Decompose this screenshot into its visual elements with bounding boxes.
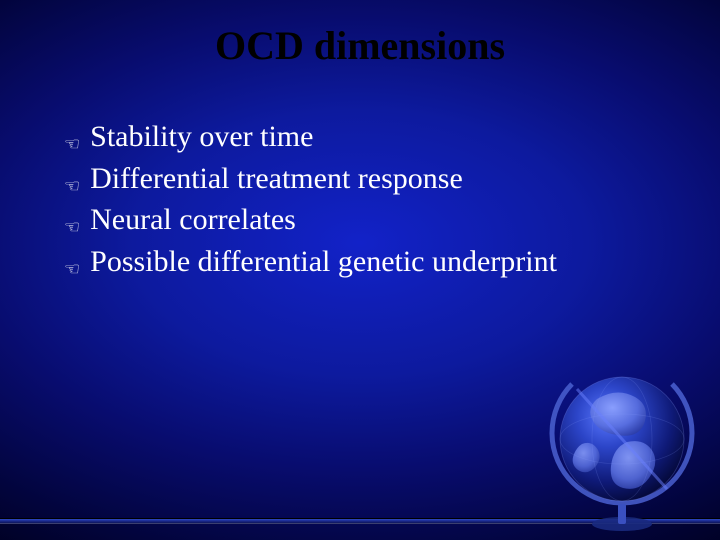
list-item: ☞ Possible differential genetic underpri… [64,243,680,281]
footer-divider [0,518,720,524]
pointing-hand-icon: ☞ [64,176,80,197]
pointing-hand-icon: ☞ [64,134,80,155]
list-item: ☞ Stability over time [64,118,680,156]
list-item: ☞ Differential treatment response [64,160,680,198]
bullet-text: Differential treatment response [90,160,463,198]
list-item: ☞ Neural correlates [64,201,680,239]
bullet-text: Possible differential genetic underprint [90,243,557,281]
pointing-hand-icon: ☞ [64,259,80,280]
bullet-text: Neural correlates [90,201,296,239]
slide-title: OCD dimensions [0,22,720,69]
globe-icon [542,354,702,534]
slide: OCD dimensions ☞ Stability over time ☞ D… [0,0,720,540]
pointing-hand-icon: ☞ [64,217,80,238]
bullet-list: ☞ Stability over time ☞ Differential tre… [64,118,680,284]
bullet-text: Stability over time [90,118,313,156]
